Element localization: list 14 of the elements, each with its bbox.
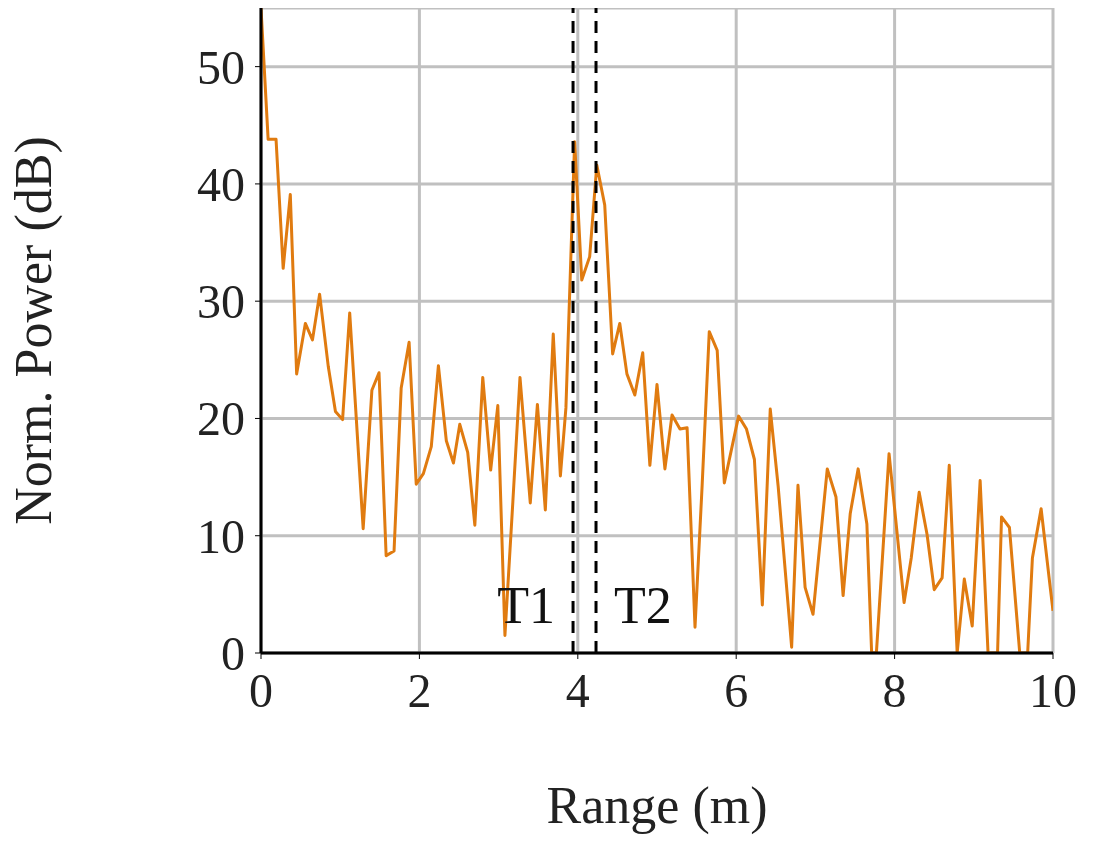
- x-tick-label: 6: [724, 664, 749, 718]
- y-axis-title: Norm. Power (dB): [5, 136, 64, 525]
- y-tick-label: 50: [197, 40, 245, 94]
- x-tick-label: 8: [882, 664, 907, 718]
- x-tick-label: 2: [407, 664, 432, 718]
- x-tick-label: 10: [1029, 664, 1077, 718]
- x-tick-label: 4: [565, 664, 590, 718]
- x-axis-title: Range (m): [546, 777, 768, 835]
- y-tick-label: 0: [221, 627, 245, 681]
- y-tick-label: 30: [197, 275, 245, 329]
- y-tick-label: 40: [197, 157, 245, 211]
- ref-line-label: T2: [614, 577, 672, 634]
- y-tick-label: 10: [197, 509, 245, 563]
- y-tick-label: 20: [197, 392, 245, 446]
